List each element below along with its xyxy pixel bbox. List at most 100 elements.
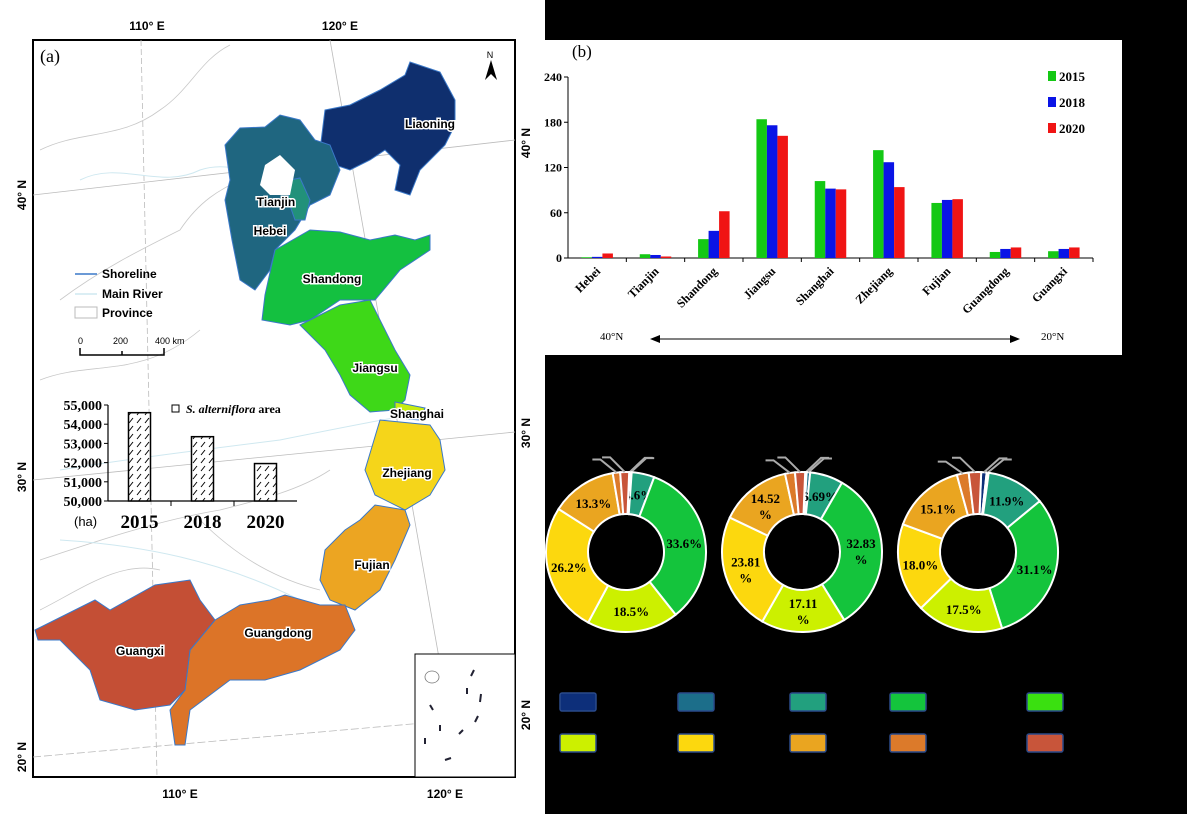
donut-slice xyxy=(919,577,1004,633)
latitude-arrow: 40°N 20°N xyxy=(600,331,1064,343)
scale-bar: 0 200 400 km xyxy=(78,336,185,356)
bar-tianjin-2020 xyxy=(660,256,672,258)
legend-2020: 2020 xyxy=(1059,121,1085,136)
leader-line xyxy=(777,456,801,473)
donut-slice xyxy=(955,471,975,517)
province-guangxi xyxy=(34,579,216,711)
inset-ylabel: (ha) xyxy=(74,514,97,529)
bar-tianjin-2015 xyxy=(639,254,651,258)
lat-start-label: 40°N xyxy=(600,331,623,343)
province-label: Shanghai xyxy=(390,407,444,421)
bar-fujian-2020 xyxy=(952,199,963,258)
inset-ytick: 50,000 xyxy=(64,495,103,510)
inset-ytick: 53,000 xyxy=(64,437,103,452)
donut-label: 18.5% xyxy=(613,604,649,619)
bar-chart-background xyxy=(545,40,1122,355)
bar-shanghai-2020 xyxy=(835,189,847,258)
lon-bottom-120: 120° E xyxy=(427,787,463,801)
province-label: Shandong xyxy=(303,272,362,286)
bar-xtick: Jiangsu xyxy=(741,264,779,302)
bar-jiangsu-2020 xyxy=(777,135,788,258)
lat-right-20: 20° N xyxy=(519,700,533,730)
donut-2020: 11.9% 31.1% 17.5% 18.0% 15.1% xyxy=(897,456,1059,633)
lon-bottom-110: 110° E xyxy=(162,787,198,801)
bar-xtick: Zhejiang xyxy=(853,264,895,306)
donut-label: 18.0% xyxy=(902,557,938,572)
legend-swatch-2015 xyxy=(1048,71,1056,81)
bar-guangxi-2018 xyxy=(1058,248,1070,258)
province-label: Guangxi xyxy=(116,644,164,658)
province-zhejiang xyxy=(364,419,446,511)
bar-zhejiang-2020 xyxy=(894,187,905,258)
donut-label: 4.6% xyxy=(624,487,653,502)
bar-zhejiang-2018 xyxy=(883,162,895,258)
province-label: Jiangsu xyxy=(352,361,397,375)
bar-guangdong-2018 xyxy=(1000,248,1011,258)
legend-color-swatch xyxy=(889,733,927,753)
donut-slice xyxy=(627,471,656,518)
panel-b-label: (b) xyxy=(572,42,592,61)
leader-line xyxy=(983,457,1008,473)
leader-line xyxy=(629,456,653,473)
donut-2015: 4.6% 33.6% 18.5% 26.2% 13.3% xyxy=(545,456,707,633)
donut-slice xyxy=(988,499,1059,630)
bar-xtick: Shanghai xyxy=(793,264,837,308)
legend-color-swatch xyxy=(1026,692,1064,712)
bar-ytick: 60 xyxy=(550,206,562,220)
scale-tick-200: 200 xyxy=(113,336,128,346)
bar-hebei-2020 xyxy=(602,253,613,258)
donut-label: 32.83% xyxy=(846,536,876,567)
legend-2015: 2015 xyxy=(1059,69,1086,84)
bar-ytick: 120 xyxy=(544,161,562,175)
legend-2018: 2018 xyxy=(1059,95,1086,110)
donut-2018: 6.69% 32.83 % 17.11 % 23.81 % 14.52% xyxy=(721,456,883,633)
province-label: Hebei xyxy=(254,224,287,238)
province-borders xyxy=(39,44,331,611)
leader-line xyxy=(592,458,618,474)
bar-hebei-2018 xyxy=(591,256,603,258)
bar-xtick: Guangdong xyxy=(959,264,1011,316)
donut-slice xyxy=(819,481,883,622)
bar-tianjin-2018 xyxy=(650,254,661,258)
province-label: Zhejiang xyxy=(382,466,431,480)
bar-ytick: 0 xyxy=(556,251,562,265)
donut-label: 17.11% xyxy=(789,596,818,627)
scale-tick-0: 0 xyxy=(78,336,83,346)
bar-xtick: Fujian xyxy=(919,264,953,298)
province-liaoning xyxy=(319,61,456,196)
legend-swatch-2018 xyxy=(1048,97,1056,107)
inset-ytick: 51,000 xyxy=(64,476,103,491)
legend-color-swatch xyxy=(1026,733,1064,753)
inset-ytick: 52,000 xyxy=(64,457,103,472)
bar-guangxi-2020 xyxy=(1069,247,1080,258)
leader-line xyxy=(630,457,655,473)
inset-ytick: 55,000 xyxy=(64,399,103,414)
donut-label: 23.81% xyxy=(731,555,760,586)
south-china-sea-inset xyxy=(414,653,516,778)
bar-xtick: Tianjin xyxy=(625,264,662,301)
donut-label: 17.5% xyxy=(946,602,982,617)
legend-color-swatch xyxy=(677,733,715,753)
donut-legend xyxy=(559,692,1064,753)
donut-slice xyxy=(586,580,678,633)
donut-slice xyxy=(545,507,610,624)
lat-right-30: 30° N xyxy=(519,418,533,448)
inset-xtick: 2020 xyxy=(247,512,285,533)
lat-left-20: 20° N xyxy=(15,742,29,772)
bar-jiangsu-2015 xyxy=(756,119,767,258)
legend-main-river: Main River xyxy=(102,287,163,301)
province-fujian xyxy=(319,504,411,611)
province-label: Guangdong xyxy=(244,626,311,640)
map-legend: Shoreline Main River Province xyxy=(74,267,163,320)
leader-line xyxy=(952,456,976,473)
legend-color-swatch xyxy=(789,733,827,753)
legend-shoreline: Shoreline xyxy=(102,267,157,281)
donut-slice xyxy=(967,471,983,516)
donut-slice xyxy=(760,582,846,633)
map-panel-a: Liaoning Hebei Tianjin Shandong Jiangsu Shang… xyxy=(15,19,533,801)
inset-xtick: 2015 xyxy=(121,512,159,533)
donut-slice xyxy=(901,473,970,541)
bar-guangdong-2020 xyxy=(1010,247,1022,258)
bar-ytick: 180 xyxy=(544,115,562,129)
legend-color-swatch xyxy=(889,692,927,712)
